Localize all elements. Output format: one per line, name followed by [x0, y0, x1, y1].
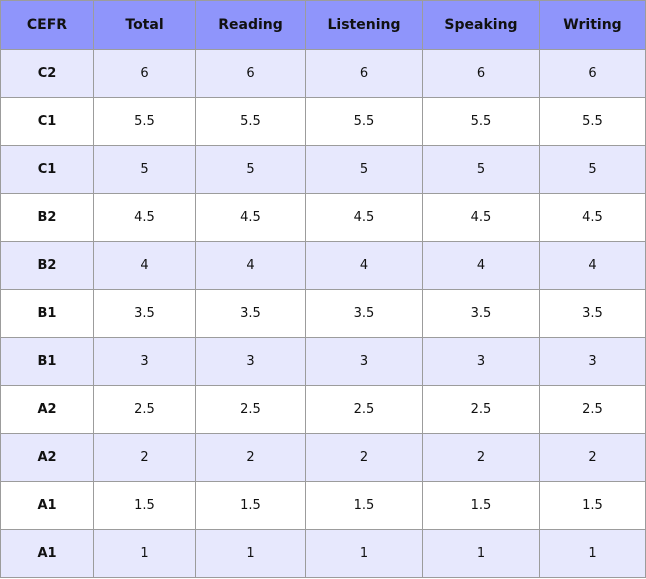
score-cell: 1.5: [305, 481, 423, 530]
score-cell: 3: [93, 337, 196, 386]
score-cell: 3: [195, 337, 306, 386]
level-cell: C1: [0, 145, 94, 194]
score-cell: 2: [93, 433, 196, 482]
table-row: B1 3.5 3.5 3.5 3.5 3.5: [0, 289, 646, 338]
score-cell: 4.5: [539, 193, 646, 242]
score-cell: 1: [539, 529, 646, 578]
score-cell: 2.5: [305, 385, 423, 434]
score-cell: 1: [422, 529, 540, 578]
score-cell: 2: [422, 433, 540, 482]
score-cell: 4.5: [422, 193, 540, 242]
score-cell: 1.5: [539, 481, 646, 530]
score-cell: 6: [195, 49, 306, 98]
score-cell: 5: [422, 145, 540, 194]
score-cell: 1.5: [195, 481, 306, 530]
score-cell: 4: [93, 241, 196, 290]
score-cell: 5.5: [422, 97, 540, 146]
header-row: CEFR Total Reading Listening Speaking Writing: [0, 0, 646, 50]
header-cell: Writing: [539, 0, 646, 50]
score-cell: 3.5: [422, 289, 540, 338]
score-cell: 4: [195, 241, 306, 290]
table-row: B1 3 3 3 3 3: [0, 337, 646, 386]
score-cell: 4: [539, 241, 646, 290]
table-row: A1 1 1 1 1 1: [0, 529, 646, 578]
score-cell: 3.5: [305, 289, 423, 338]
score-cell: 5.5: [93, 97, 196, 146]
table-row: C1 5.5 5.5 5.5 5.5 5.5: [0, 97, 646, 146]
table-row: B2 4 4 4 4 4: [0, 241, 646, 290]
score-cell: 1: [195, 529, 306, 578]
header-cell: Total: [93, 0, 196, 50]
score-cell: 1.5: [93, 481, 196, 530]
score-cell: 2: [195, 433, 306, 482]
level-cell: C1: [0, 97, 94, 146]
score-cell: 4: [422, 241, 540, 290]
score-cell: 5.5: [305, 97, 423, 146]
header-cell: Speaking: [422, 0, 540, 50]
score-cell: 3: [539, 337, 646, 386]
score-cell: 5.5: [195, 97, 306, 146]
score-cell: 3.5: [195, 289, 306, 338]
table-row: A2 2.5 2.5 2.5 2.5 2.5: [0, 385, 646, 434]
score-cell: 5: [195, 145, 306, 194]
header-cell: CEFR: [0, 0, 94, 50]
score-cell: 2.5: [93, 385, 196, 434]
score-cell: 6: [422, 49, 540, 98]
level-cell: B1: [0, 337, 94, 386]
score-cell: 2.5: [195, 385, 306, 434]
score-cell: 2.5: [422, 385, 540, 434]
score-cell: 1: [93, 529, 196, 578]
table-row: A2 2 2 2 2 2: [0, 433, 646, 482]
level-cell: B1: [0, 289, 94, 338]
score-cell: 3: [422, 337, 540, 386]
level-cell: A2: [0, 433, 94, 482]
score-cell: 6: [539, 49, 646, 98]
score-cell: 6: [305, 49, 423, 98]
table-row: B2 4.5 4.5 4.5 4.5 4.5: [0, 193, 646, 242]
level-cell: C2: [0, 49, 94, 98]
score-cell: 5: [305, 145, 423, 194]
level-cell: A1: [0, 481, 94, 530]
score-cell: 2: [305, 433, 423, 482]
score-cell: 2: [539, 433, 646, 482]
score-cell: 5.5: [539, 97, 646, 146]
score-cell: 4.5: [93, 193, 196, 242]
score-cell: 1: [305, 529, 423, 578]
table-body: C2 6 6 6 6 6 C1 5.5 5.5 5.5 5.5 5.5 C1 5 5 5 5 5 B2 4.5 4.5 4…: [0, 49, 646, 578]
score-cell: 5: [539, 145, 646, 194]
score-cell: 4: [305, 241, 423, 290]
level-cell: A2: [0, 385, 94, 434]
score-cell: 3: [305, 337, 423, 386]
level-cell: B2: [0, 193, 94, 242]
table-row: C2 6 6 6 6 6: [0, 49, 646, 98]
table-row: A1 1.5 1.5 1.5 1.5 1.5: [0, 481, 646, 530]
level-cell: A1: [0, 529, 94, 578]
score-cell: 5: [93, 145, 196, 194]
table-row: C1 5 5 5 5 5: [0, 145, 646, 194]
score-cell: 1.5: [422, 481, 540, 530]
header-cell: Listening: [305, 0, 423, 50]
level-cell: B2: [0, 241, 94, 290]
score-cell: 4.5: [195, 193, 306, 242]
score-cell: 2.5: [539, 385, 646, 434]
score-cell: 3.5: [539, 289, 646, 338]
score-cell: 6: [93, 49, 196, 98]
score-cell: 3.5: [93, 289, 196, 338]
score-cell: 4.5: [305, 193, 423, 242]
header-cell: Reading: [195, 0, 306, 50]
